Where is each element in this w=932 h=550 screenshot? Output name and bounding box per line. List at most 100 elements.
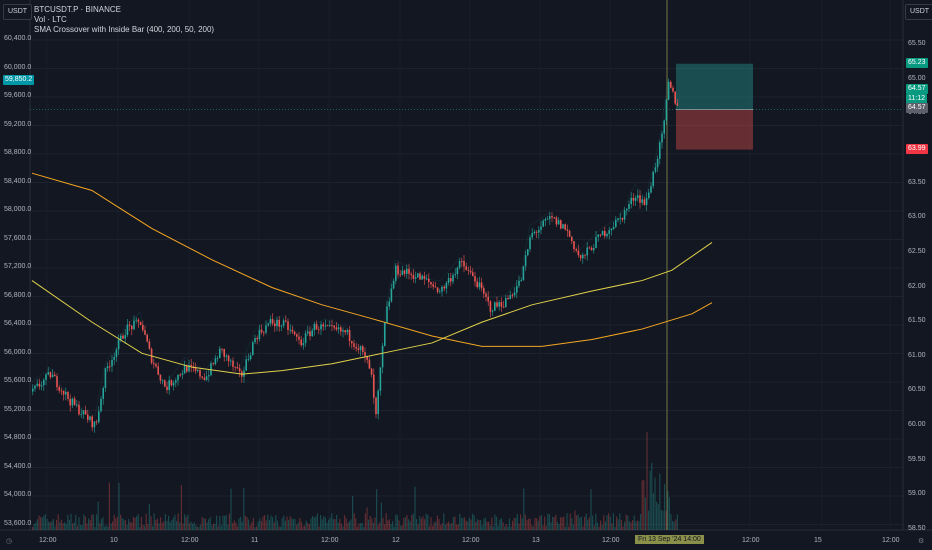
volume-bar [78,517,80,530]
volume-bar [44,514,46,530]
volume-bar [169,522,171,530]
volume-bar [184,514,186,530]
symbol-label[interactable]: BTCUSDT.P · BINANCE [34,5,121,14]
volume-bar [163,521,165,530]
candle [406,268,408,274]
volume-bar [540,514,542,530]
volume-bar [355,518,357,530]
volume-bar [155,519,157,530]
volume-bar [427,514,429,530]
volume-bar [550,522,552,530]
candle [641,199,643,203]
candle [645,198,648,205]
volume-bar [192,523,194,530]
candle [179,374,181,376]
left-axis-tick: 56,800.0 [4,291,32,299]
volume-bar [608,513,610,530]
volume-bar [145,513,147,530]
candle [89,416,91,420]
volume-bar [593,525,595,530]
x-axis-tick: 12:00 [321,537,339,544]
candle [551,216,553,218]
candle [496,302,498,307]
candle [265,325,267,333]
candle [395,265,397,281]
volume-bar [144,525,146,530]
volume-bar [300,521,302,530]
volume-bar [489,525,491,530]
volume-bar [404,516,406,530]
volume-bar [673,521,675,530]
volume-bar [137,514,139,530]
candle [256,337,258,340]
volume-bar [230,488,232,530]
volume-bar [160,517,162,530]
volume-bar [457,524,459,530]
settings-icon[interactable]: ⚙ [918,538,925,545]
candle [375,397,377,415]
volume-bar [635,521,637,530]
volume-bar [334,519,336,530]
candle [549,216,551,219]
volume-bar [228,513,230,530]
candle [456,267,459,275]
candle [67,392,69,399]
volume-label[interactable]: Vol · LTC [34,15,67,24]
candle [194,367,197,371]
volume-bar [313,517,315,530]
volume-bar [536,518,538,530]
volume-bar [657,504,659,530]
candle [331,325,333,326]
volume-bar [72,523,74,530]
candle [263,332,265,334]
indicator-label[interactable]: SMA Crossover with Inside Bar (400, 200,… [34,25,215,34]
volume-bar [598,526,600,530]
candle [560,220,562,229]
volume-bar [508,518,510,530]
timezone-icon[interactable]: ◷ [6,538,13,545]
volume-bar [256,526,258,530]
candle [324,325,327,327]
volume-bar [507,526,509,530]
volume-bar [649,470,651,530]
candle [564,224,566,230]
btc-price-tag: 59,850.2 [3,75,35,85]
candle [401,270,404,275]
volume-bar [89,520,91,530]
volume-bar [80,524,82,530]
background-series [31,76,679,417]
sma-400-line [31,172,713,347]
candle [582,254,584,259]
volume-bar [499,519,501,530]
candle [135,319,137,321]
volume-bar [185,517,187,530]
candle [280,325,283,327]
volume-bar [611,523,613,530]
volume-bar [326,522,328,530]
volume-bar [590,489,592,530]
candle [234,366,236,368]
volume-bar [665,510,667,530]
volume-bar [337,522,339,530]
candle [148,341,151,349]
candle [159,374,162,381]
volume-bar [275,515,277,530]
candle [430,281,432,285]
left-currency-button[interactable]: USDT [3,4,33,20]
volume-bar [652,493,654,530]
volume-bar [225,514,227,530]
volume-bar [435,521,437,530]
right-currency-button[interactable]: USDT [905,4,932,20]
volume-bar [542,525,544,530]
volume-bar [547,513,549,530]
candle [524,255,527,267]
candle [223,348,225,357]
volume-bar [411,515,413,530]
left-axis-tick: 58,000.0 [4,206,32,213]
volume-bar [232,523,234,530]
volume-bar [312,516,314,530]
volume-bar [219,515,221,530]
candle [342,330,344,332]
right-axis-tick: 59.00 [908,490,926,498]
